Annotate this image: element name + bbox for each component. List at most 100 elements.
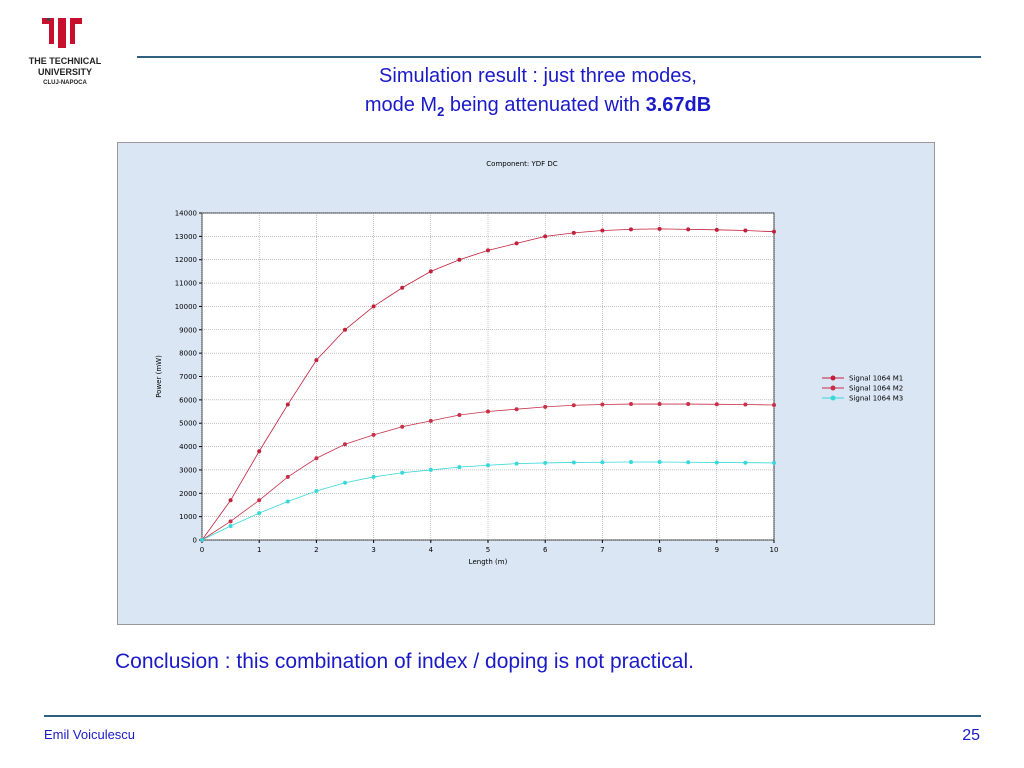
x-tick-label: 6 <box>543 546 548 554</box>
data-point <box>228 498 233 503</box>
x-tick-label: 4 <box>429 546 434 554</box>
data-point <box>400 285 405 290</box>
data-point <box>543 234 548 239</box>
subscript: 2 <box>437 104 445 119</box>
data-point <box>314 488 319 493</box>
x-tick-label: 8 <box>657 546 661 554</box>
title-line: mode M2 being attenuated with 3.67dB <box>200 91 876 126</box>
x-tick-label: 9 <box>715 546 719 554</box>
page-number: 25 <box>962 727 980 744</box>
x-tick-label: 10 <box>770 546 779 554</box>
x-axis-label: Length (m) <box>469 558 508 566</box>
data-point <box>571 403 576 408</box>
data-point <box>571 230 576 235</box>
data-point <box>657 226 662 231</box>
data-point <box>600 460 605 465</box>
data-point <box>457 257 462 262</box>
data-point <box>629 227 633 232</box>
y-tick-label: 9000 <box>179 326 197 334</box>
data-point <box>714 460 719 465</box>
data-point <box>514 241 519 246</box>
y-tick-label: 2000 <box>179 490 197 498</box>
data-point <box>543 404 548 409</box>
data-point <box>228 519 233 524</box>
title-bold: 3.67dB <box>645 94 712 116</box>
logo-text: THE TECHNICAL <box>28 56 102 66</box>
y-tick-label: 12000 <box>175 256 197 264</box>
y-tick-label: 5000 <box>179 420 197 428</box>
data-point <box>285 474 290 479</box>
title: Simulation result : just three modes, mo… <box>200 62 876 126</box>
y-tick-label: 0 <box>193 537 197 545</box>
data-point <box>686 460 691 465</box>
legend-label: Signal 1064 M3 <box>849 395 903 403</box>
data-point <box>657 402 662 407</box>
data-point <box>743 460 748 465</box>
x-tick-label: 1 <box>257 546 261 554</box>
data-point <box>600 402 605 407</box>
data-point <box>686 227 691 232</box>
x-tick-label: 5 <box>486 546 490 554</box>
legend-marker <box>830 395 836 401</box>
data-point <box>514 461 519 466</box>
rule <box>137 56 981 58</box>
data-point <box>657 459 662 464</box>
title-text: being attenuated with <box>444 94 646 116</box>
x-tick-label: 0 <box>200 546 204 554</box>
data-point <box>629 402 633 407</box>
data-point <box>257 511 262 516</box>
data-point <box>257 449 262 454</box>
title-line: Simulation result : just three modes, <box>379 65 697 87</box>
y-tick-label: 3000 <box>179 466 197 474</box>
logo-text: UNIVERSITY <box>37 67 92 77</box>
data-point <box>514 407 519 412</box>
data-point <box>400 470 405 475</box>
data-point <box>285 499 290 504</box>
data-point <box>686 402 691 407</box>
y-tick-label: 7000 <box>179 373 197 381</box>
footer-author: Emil Voiculescu <box>44 727 136 742</box>
data-point <box>629 459 633 464</box>
data-point <box>371 474 376 479</box>
title-text: mode M <box>364 94 438 116</box>
y-tick-label: 11000 <box>175 280 197 288</box>
data-point <box>714 227 719 232</box>
data-point <box>772 402 776 407</box>
data-point <box>343 480 347 485</box>
data-point <box>714 402 719 407</box>
y-tick-label: 4000 <box>179 443 197 451</box>
data-point <box>743 228 748 233</box>
chart-title: Component: YDF DC <box>486 160 558 168</box>
chart: Component: YDF DC 0 1000 2000 3000 4000 5000 6… <box>117 142 935 625</box>
data-point <box>428 467 433 472</box>
rule <box>44 715 981 717</box>
y-tick-label: 10000 <box>175 303 197 311</box>
logo-text: CLUJ-NAPOCA <box>43 80 87 86</box>
data-point <box>543 460 548 465</box>
legend-marker <box>830 375 836 381</box>
y-tick-label: 13000 <box>175 233 197 241</box>
legend-marker <box>830 385 836 391</box>
data-point <box>486 248 490 253</box>
legend-label: Signal 1064 M2 <box>849 385 903 393</box>
data-point <box>400 424 405 429</box>
legend-label: Signal 1064 M1 <box>849 375 903 383</box>
logo-icon <box>42 18 82 48</box>
y-axis-label: Power (mW) <box>155 355 163 398</box>
data-point <box>428 418 433 423</box>
data-point <box>772 460 776 465</box>
data-point <box>343 327 347 332</box>
data-point <box>486 463 490 468</box>
data-point <box>314 456 319 461</box>
y-tick-label: 6000 <box>179 396 197 404</box>
y-tick-label: 14000 <box>175 210 197 218</box>
data-point <box>200 538 204 542</box>
x-tick-label: 3 <box>371 546 375 554</box>
data-point <box>371 304 376 309</box>
data-point <box>228 523 233 528</box>
data-point <box>457 465 462 470</box>
data-point <box>314 358 319 363</box>
data-point <box>428 269 433 274</box>
data-point <box>343 442 347 447</box>
